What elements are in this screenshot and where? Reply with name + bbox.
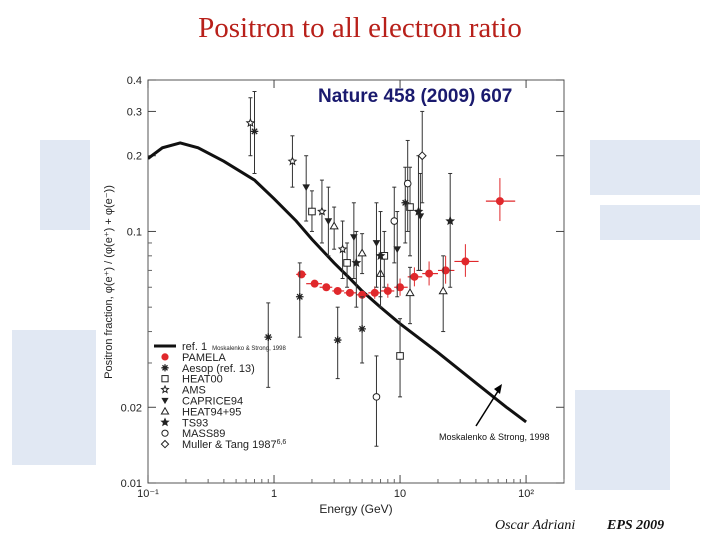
data-point (413, 206, 424, 216)
data-point (372, 393, 381, 401)
data-point (343, 259, 351, 267)
positron-fraction-chart: 10⁻¹ 1 10 10² 0.01 0.02 0.1 0.2 0.3 0.4 Nature 45… (103, 75, 565, 516)
legend-swatch (161, 397, 169, 405)
legend-swatch (160, 384, 170, 394)
data-point (425, 269, 434, 278)
data-point (405, 288, 415, 297)
data-point (401, 198, 410, 207)
data-point (445, 215, 456, 226)
x-tick-label: 10² (518, 488, 534, 500)
data-point (333, 286, 342, 295)
data-point (308, 207, 316, 216)
legend-label: MASS89 (182, 428, 225, 440)
axis-ticks: 10⁻¹ 1 10 10² 0.01 0.02 0.1 0.2 0.3 0.4 (121, 75, 565, 500)
y-axis-label: Positron fraction, φ(e⁺) / (φ(e⁺) + φ(e⁻… (103, 185, 115, 379)
watermark-bar (590, 140, 700, 195)
legend-label: TS93 (182, 417, 208, 429)
legend-label: Aesop (ref. 13) (182, 363, 255, 375)
callout-label: Moskalenko & Strong, 1998 (439, 432, 550, 442)
legend-label: Muller & Tang 19876,6 (182, 439, 286, 451)
watermark-bar (12, 330, 107, 465)
data-point (417, 151, 427, 161)
data-point (438, 286, 448, 295)
legend-superscript: 6,6 (277, 439, 287, 446)
y-tick-label: 0.1 (127, 226, 142, 238)
data-point (350, 234, 358, 241)
data-point (324, 218, 333, 225)
legend-swatch (161, 353, 169, 361)
legend: ref. 1 Moskalenko & Strong, 1998PAMELAAes… (154, 341, 286, 451)
data-point (297, 270, 306, 279)
data-points (245, 91, 516, 447)
x-axis-label: Energy (GeV) (319, 502, 392, 516)
data-point (310, 279, 319, 288)
data-point (383, 286, 392, 295)
legend-label: AMS (182, 385, 206, 397)
data-point (351, 257, 362, 268)
data-point (317, 206, 327, 216)
data-point (396, 283, 405, 292)
x-tick-label: 10 (394, 488, 406, 500)
data-point (370, 288, 379, 297)
legend-label: HEAT94+95 (182, 406, 241, 418)
data-point (358, 325, 366, 333)
data-point (337, 244, 348, 254)
data-point (329, 221, 339, 230)
data-point (410, 272, 419, 281)
data-point (264, 333, 273, 341)
data-point (295, 292, 304, 301)
legend-swatch (161, 429, 169, 437)
legend-label: CAPRICE94 (182, 396, 243, 408)
chart-annotation: Nature 458 (2009) 607 (318, 86, 512, 107)
data-point (357, 248, 367, 257)
data-point (406, 203, 414, 211)
y-tick-label: 0.02 (121, 402, 142, 414)
y-tick-label: 0.3 (127, 106, 142, 118)
legend-label: PAMELA (182, 352, 226, 364)
data-point (461, 257, 470, 266)
data-point (375, 250, 386, 260)
legend-sublabel: Moskalenko & Strong, 1998 (212, 346, 286, 352)
chart-figure: 10⁻¹ 1 10 10² 0.01 0.02 0.1 0.2 0.3 0.4 Nature 45… (96, 58, 574, 520)
watermark-bar (575, 390, 670, 490)
data-point (322, 283, 331, 292)
data-point (403, 179, 412, 188)
callout-arrow-line (475, 387, 501, 427)
callout-arrow (475, 384, 502, 427)
callout-arrow-head (494, 384, 502, 394)
legend-swatch (161, 375, 169, 383)
data-point (287, 156, 298, 166)
data-point (345, 288, 354, 297)
footer-event: EPS 2009 (607, 518, 665, 533)
watermark-bar (40, 140, 90, 230)
legend-label: HEAT00 (182, 374, 223, 386)
y-tick-label: 0.01 (121, 478, 142, 490)
data-point (302, 184, 310, 191)
data-point (390, 217, 399, 225)
legend-swatch (161, 364, 169, 372)
model-curve (148, 141, 527, 424)
slide-title: Positron to all electron ratio (198, 12, 522, 44)
footer-author: Oscar Adriani (495, 518, 576, 533)
model-curve-ref-1 (148, 141, 527, 424)
data-point (372, 240, 381, 247)
data-point (396, 352, 404, 360)
x-tick-label: 10⁻¹ (137, 488, 159, 500)
watermark-bar (600, 205, 700, 240)
legend-swatch (160, 406, 170, 415)
x-tick-label: 1 (271, 488, 277, 500)
legend-swatch (160, 439, 170, 449)
data-point (333, 336, 342, 344)
y-tick-label: 0.2 (127, 151, 142, 163)
data-point (245, 117, 256, 128)
legend-swatch (160, 417, 170, 427)
data-point (495, 197, 504, 206)
y-tick-label: 0.4 (127, 75, 142, 87)
data-point (250, 127, 259, 136)
data-point (393, 246, 402, 254)
